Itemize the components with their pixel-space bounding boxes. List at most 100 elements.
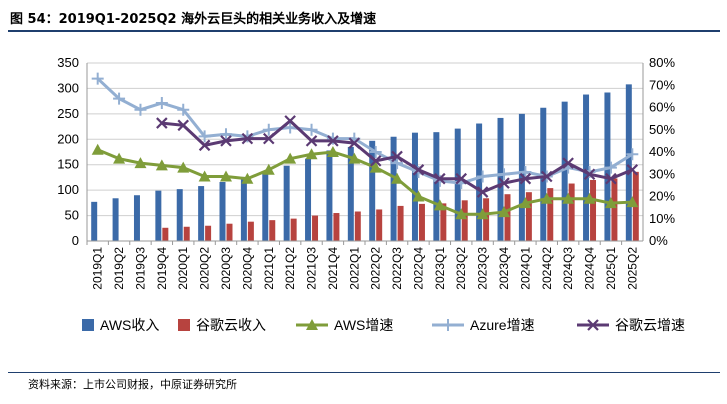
azure-growth-point <box>198 130 211 143</box>
legend-marker <box>306 319 318 330</box>
legend-label: AWS收入 <box>100 317 159 333</box>
azure-growth-point <box>391 157 404 170</box>
aws-revenue-bar <box>262 172 269 241</box>
google-cloud-revenue-bar <box>205 225 212 241</box>
aws-growth-point <box>155 159 168 171</box>
legend-item: 谷歌云收入 <box>178 317 266 333</box>
google-cloud-revenue-bar <box>547 188 554 241</box>
x-tick-label: 2019Q4 <box>155 247 169 290</box>
google-cloud-revenue-bar <box>504 194 511 241</box>
aws-growth-point <box>562 192 575 204</box>
google-cloud-growth-point <box>262 132 275 145</box>
source-note: 资料来源：上市公司财报，中原证券研究所 <box>28 378 237 391</box>
footer-divider <box>8 372 720 373</box>
google-cloud-growth-point <box>369 155 382 167</box>
google-cloud-revenue-bar <box>247 221 254 241</box>
aws-growth-point <box>583 192 596 204</box>
aws-growth-point <box>262 163 275 175</box>
aws-growth-point <box>455 208 468 220</box>
y-left-tick-label: 50 <box>65 208 79 223</box>
legend-label: 谷歌云收入 <box>196 317 266 333</box>
y-left-tick-label: 0 <box>72 233 79 248</box>
aws-revenue-bar <box>433 132 440 241</box>
figure-title: 图 54：2019Q1-2025Q2 海外云巨头的相关业务收入及增速 <box>10 12 377 27</box>
aws-growth-point <box>91 143 104 155</box>
x-tick-label: 2019Q1 <box>91 247 105 290</box>
y-right-tick-label: 40% <box>649 144 675 159</box>
aws-growth-point <box>433 199 446 211</box>
x-tick-label: 2025Q1 <box>604 247 618 290</box>
aws-revenue-bar <box>91 201 98 241</box>
azure-growth-point <box>177 103 190 116</box>
azure-growth-point <box>519 166 532 179</box>
aws-growth-point <box>476 208 489 220</box>
google-cloud-revenue-bar <box>461 200 468 241</box>
google-cloud-growth-point <box>198 139 211 152</box>
y-left-tick-label: 150 <box>57 157 79 172</box>
aws-growth-point <box>198 170 211 182</box>
axes: 0 50 100 150 200 250 300 350 0% 10% 20% 30% 40% 50% 60… <box>57 55 675 290</box>
azure-growth-point <box>369 146 382 158</box>
google-cloud-revenue-bar <box>290 218 297 241</box>
aws-revenue-bar <box>347 146 354 241</box>
azure-growth-point <box>241 130 254 143</box>
y-left-tick-label: 250 <box>57 106 79 121</box>
legend-label: AWS增速 <box>334 317 393 333</box>
google-cloud-growth-point <box>519 172 532 185</box>
aws-revenue-bar <box>155 190 162 241</box>
google-cloud-revenue-bar <box>376 209 383 241</box>
azure-growth-point <box>134 103 147 116</box>
x-tick-label: 2023Q3 <box>476 247 490 290</box>
legend-item: 谷歌云增速 <box>577 317 685 333</box>
aws-revenue-bar <box>198 186 205 241</box>
x-tick-label: 2024Q1 <box>518 247 532 290</box>
y-right-tick-label: 50% <box>649 122 675 137</box>
google-cloud-growth-point <box>455 172 468 185</box>
azure-growth-point <box>262 123 275 136</box>
azure-growth-point <box>113 92 126 105</box>
aws-growth-point <box>348 152 361 164</box>
aws-growth-point <box>412 190 425 202</box>
google-cloud-revenue-bar <box>312 215 319 241</box>
aws-revenue-bar <box>326 150 333 241</box>
y-left-tick-label: 100 <box>57 182 79 197</box>
google-cloud-growth-point <box>284 115 296 127</box>
google-cloud-growth-point <box>177 119 190 132</box>
y-right-tick-label: 20% <box>649 189 675 204</box>
x-tick-label: 2024Q2 <box>540 247 554 290</box>
aws-revenue-bar <box>240 176 247 241</box>
x-tick-label: 2021Q4 <box>326 247 340 290</box>
legend-item: Azure增速 <box>432 317 535 333</box>
google-cloud-revenue-bar <box>440 203 447 241</box>
legend-swatch <box>82 319 94 331</box>
azure-growth-point <box>498 168 510 181</box>
x-tick-label: 2020Q2 <box>198 247 212 290</box>
aws-growth-point <box>498 206 510 218</box>
aws-growth-point <box>113 152 126 164</box>
y-right-tick-label: 10% <box>649 211 675 226</box>
aws-revenue-bar <box>369 140 376 241</box>
azure-growth-point <box>305 123 318 136</box>
google-cloud-revenue-bar <box>269 220 276 241</box>
azure-growth-point <box>91 72 104 85</box>
y-right-tick-label: 0% <box>649 233 668 248</box>
aws-growth-point <box>326 146 339 157</box>
aws-revenue-bar <box>476 123 483 241</box>
legend-label: Azure增速 <box>470 317 535 333</box>
y-right-tick-label: 70% <box>649 77 675 92</box>
aws-revenue-bar <box>561 101 568 241</box>
aws-revenue-bar <box>219 182 226 241</box>
aws-revenue-bar <box>133 195 140 241</box>
x-tick-label: 2022Q1 <box>347 247 361 290</box>
x-tick-label: 2019Q3 <box>133 247 147 290</box>
legend-marker <box>442 319 454 331</box>
azure-growth-point <box>284 121 297 134</box>
google-cloud-growth-point <box>605 172 617 185</box>
aws-revenue-bar <box>390 136 397 241</box>
google-cloud-revenue-bar <box>418 203 425 241</box>
google-cloud-growth-point <box>498 177 510 189</box>
legend: AWS收入 谷歌云收入 AWS增速 Azure增速 谷歌云增速 <box>82 317 685 333</box>
google-cloud-growth-point <box>434 172 446 185</box>
aws-revenue-bar <box>583 94 590 241</box>
